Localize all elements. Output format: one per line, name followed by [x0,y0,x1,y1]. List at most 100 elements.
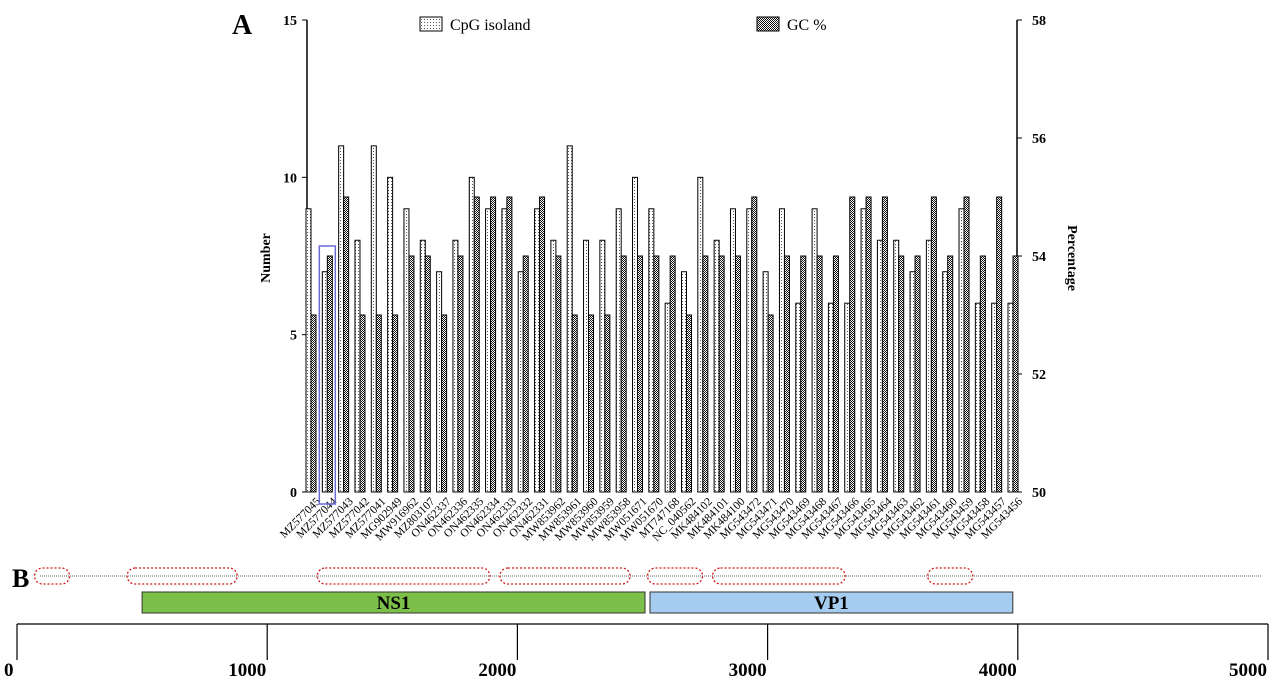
y-axis-title-left: Number [259,233,274,283]
legend-label-gc: GC % [787,17,827,34]
bar-cpg-MK484100 [729,208,736,493]
bar-gc-MG543470 [783,255,790,493]
bar-cpg-MW853962 [550,239,557,493]
legend-label-cpg: CpG isoland [450,17,530,34]
bar-gc-MG543457 [996,196,1003,493]
bar-gc-ON462335 [473,196,480,493]
bar-cpg-MG543459 [958,208,965,493]
bar-gc-MG543456 [1012,255,1019,493]
bar-cpg-MG902949 [387,176,394,493]
genome-tick-label: 5000 [1229,660,1267,680]
bar-cpg-ON462336 [452,239,459,493]
bar-gc-ON462337 [441,314,448,493]
bar-gc-MZ577045 [310,314,317,493]
y-tick-label-right: 58 [1032,14,1046,29]
bar-gc-MG543468 [816,255,823,493]
bar-gc-MK484102 [702,255,709,493]
bar-cpg-MZ803107 [419,239,426,493]
bar-cpg-MK484101 [713,239,720,493]
bar-gc-MG543469 [800,255,807,493]
genome-tick-label: 4000 [979,660,1017,680]
bar-cpg-MG543457 [991,302,998,493]
y-ticks-right: 50 52 54 56 58 [1017,14,1046,501]
y-tick-label-right: 52 [1032,368,1046,383]
panel-a-label: A [232,10,253,41]
bar-gc-MG543462 [914,255,921,493]
bar-cpg-MZ577044 [321,271,328,493]
bar-cpg-ON462331 [534,208,541,493]
bar-gc-MG543461 [930,196,937,493]
legend: CpG isoland GC % [419,16,827,34]
bar-cpg-MZ577042 [354,239,361,493]
bar-cpg-ON462334 [485,208,492,493]
bar-gc-ON462336 [457,255,464,493]
bar-gc-MG543463 [898,255,905,493]
y-tick-label-right: 50 [1032,486,1046,501]
y-tick-label-left: 0 [290,486,297,501]
bar-gc-ON462331 [539,196,546,493]
bar-cpg-MW853960 [583,239,590,493]
bar-gc-ON462333 [506,196,513,493]
genome-tick-label: 0 [4,660,14,680]
bar-cpg-MW853958 [615,208,622,493]
bar-cpg-MG543470 [778,208,785,493]
bar-cpg-MG543468 [811,208,818,493]
genome-tick-label: 1000 [228,660,266,680]
bar-gc-MK484101 [718,255,725,493]
highlight-box [318,245,337,505]
bar-gc-MZ577043 [343,196,350,493]
gene-vp1-box [649,591,1014,614]
bar-gc-MZ577041 [375,314,382,493]
bar-gc-MW853962 [555,255,562,493]
bar-gc-MG543471 [767,314,774,493]
cpg-island-3 [316,567,491,585]
bar-cpg-MG543458 [974,302,981,493]
bar-gc-MW853961 [571,314,578,493]
bar-gc-MG543460 [947,255,954,493]
cpg-island-2 [126,567,238,585]
bar-gc-MG543464 [881,196,888,493]
cpg-islands [33,567,974,585]
bar-cpg-MG543467 [827,302,834,493]
bar-cpg-NC_040562 [680,271,687,493]
genome-tick-label: 3000 [729,660,767,680]
gene-ns1-label: NS1 [377,593,411,614]
bar-cpg-ON462335 [468,176,475,493]
bar-cpg-MW051670 [648,208,655,493]
bar-cpg-MT747168 [664,302,671,493]
bar-cpg-MG543456 [1007,302,1014,493]
x-tick-labels: MZ577045MZ577044MZ577043MZ577042MZ577041… [278,495,1025,543]
cpg-island-6 [711,567,846,585]
bar-gc-MG543472 [751,196,758,493]
bar-cpg-MG543471 [762,271,769,493]
bar-cpg-MG543462 [909,271,916,493]
bar-gc-MG543459 [963,196,970,493]
bar-cpg-MG543463 [893,239,900,493]
genome-tick-label: 2000 [478,660,516,680]
panel-b-label: B [12,564,29,593]
bar-gc-MZ803107 [424,255,431,493]
bar-gc-MG543466 [849,196,856,493]
bar-gc-MZ577042 [359,314,366,493]
bar-cpg-MW853961 [566,145,573,493]
bar-cpg-MW916962 [403,208,410,493]
bar-gc-MT747168 [669,255,676,493]
cpg-island-4 [499,567,631,585]
cpg-island-1 [33,567,71,585]
bar-cpg-MZ577043 [338,145,345,493]
bar-cpg-ON462332 [517,271,524,493]
gene-ns1-box [141,591,646,614]
bar-cpg-MG543465 [860,208,867,493]
bar-gc-MW853959 [604,314,611,493]
y-ticks-left: 0 5 10 15 [283,14,307,501]
cpg-island-7 [927,567,974,585]
bar-gc-MG902949 [392,314,399,493]
bar-cpg-MW051671 [632,176,639,493]
bar-gc-MW853958 [620,255,627,493]
bar-gc-ON462334 [490,196,497,493]
y-tick-label-left: 10 [283,171,297,186]
bar-gc-MW916962 [408,255,415,493]
bar-cpg-MK484102 [697,176,704,493]
bar-gc-MG543467 [832,255,839,493]
bar-cpg-ON462333 [501,208,508,493]
